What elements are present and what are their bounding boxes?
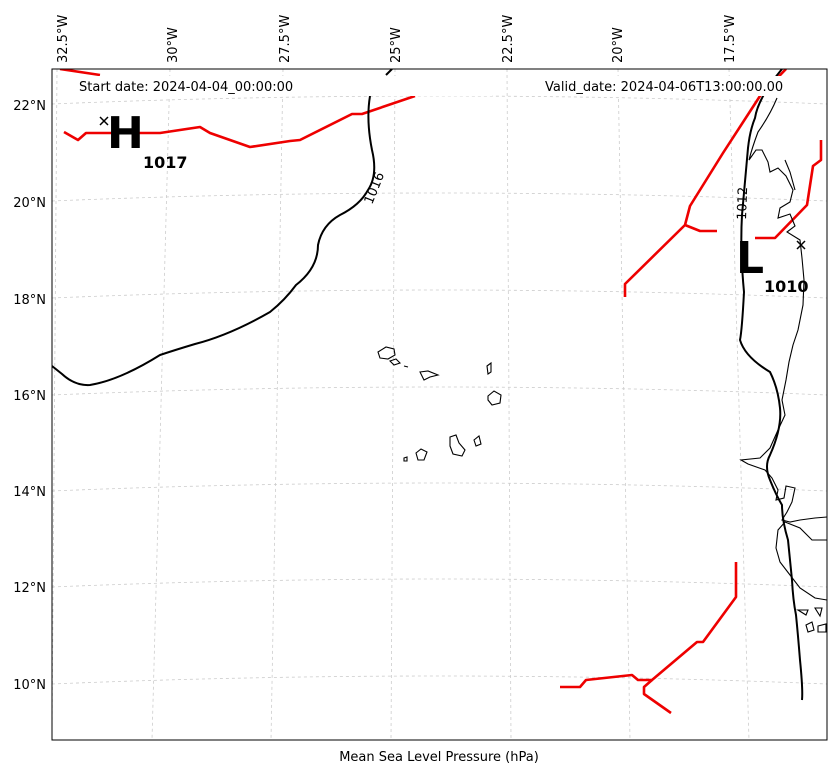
high-letter: H — [107, 108, 144, 159]
low-pressure-center: L 1010 — [736, 233, 809, 296]
island-sao-vicente — [388, 358, 402, 366]
parallel-20n — [52, 192, 827, 202]
meridian-25w — [390, 69, 396, 740]
island-bijagos-2 — [805, 621, 815, 633]
x-axis-label: Mean Sea Level Pressure (hPa) — [339, 750, 539, 765]
latitude-tick-labels: 22°N 20°N 18°N 16°N 14°N 12°N 10°N — [13, 99, 46, 693]
lon-tick-label: 17.5°W — [723, 15, 738, 63]
coast-guinea-bissau — [775, 521, 827, 601]
low-center-cross-icon — [796, 240, 806, 250]
front-northwest — [63, 94, 416, 149]
lon-tick-label: 30°W — [166, 27, 181, 63]
meridian-20w — [617, 69, 631, 740]
parallel-18n — [52, 289, 827, 299]
meridian-30w — [151, 69, 171, 740]
lon-tick-label: 25°W — [389, 27, 404, 63]
island-boa-vista — [487, 390, 502, 406]
parallel-12n — [52, 578, 827, 588]
island-brava — [403, 456, 408, 462]
isobar-label-1012: 1012 — [735, 187, 751, 221]
valid-date-bg — [540, 76, 802, 96]
lat-tick-label: 10°N — [13, 678, 46, 693]
meridian-17-5w — [728, 69, 750, 740]
high-value: 1017 — [143, 153, 188, 172]
lat-tick-label: 20°N — [13, 196, 46, 211]
meridian-27-5w — [270, 69, 284, 740]
start-date-label: Start date: 2024-04-04_00:00:00 — [79, 80, 293, 95]
meridian-32-5w — [52, 69, 58, 740]
start-date-bg — [74, 76, 492, 96]
meridian-22-5w — [506, 69, 512, 740]
lat-tick-label: 18°N — [13, 293, 46, 308]
parallel-10n — [52, 675, 827, 685]
front-east-spur — [684, 223, 717, 233]
isobar-1016-top — [385, 69, 393, 76]
island-maio — [473, 435, 482, 447]
lat-tick-label: 12°N — [13, 581, 46, 596]
island-bijagos-4 — [817, 623, 827, 633]
front-northwest-top — [59, 69, 101, 77]
isobar-1012 — [738, 69, 804, 701]
high-center-cross-icon — [99, 116, 109, 126]
fronts — [59, 69, 823, 715]
lon-tick-label: 27.5°W — [278, 15, 293, 63]
island-bijagos-1 — [796, 609, 809, 616]
low-value: 1010 — [764, 277, 809, 296]
coast-west-africa — [739, 97, 827, 523]
cape-verde-islands — [377, 346, 827, 633]
lat-tick-label: 16°N — [13, 389, 46, 404]
front-east-coast — [755, 140, 823, 240]
island-fogo — [415, 448, 428, 461]
island-sao-nicolau — [419, 370, 440, 381]
island-sal — [486, 361, 492, 375]
front-south-tail — [642, 679, 672, 715]
island-santiago — [449, 434, 466, 457]
lon-tick-label: 20°W — [611, 27, 626, 63]
island-bijagos-3 — [814, 607, 823, 618]
map-area — [52, 69, 827, 740]
graticule — [52, 69, 827, 740]
high-pressure-center: H 1017 — [99, 108, 188, 172]
island-santo-antao — [377, 346, 396, 360]
coast-gulf-inlet — [784, 159, 796, 191]
lon-tick-label: 32.5°W — [56, 15, 71, 63]
lon-tick-label: 22.5°W — [501, 15, 516, 63]
low-letter: L — [736, 233, 764, 284]
longitude-tick-labels: 32.5°W 30°W 27.5°W 25°W 22.5°W 20°W 17.5… — [56, 15, 738, 63]
island-santa-luzia — [403, 365, 409, 368]
lat-tick-label: 14°N — [13, 485, 46, 500]
parallel-14n — [52, 482, 827, 492]
valid-date-label: Valid_date: 2024-04-06T13:00:00.00 — [545, 80, 783, 95]
lat-tick-label: 22°N — [13, 99, 46, 114]
isobar-1016 — [52, 95, 376, 387]
map-frame — [51, 68, 828, 741]
parallel-16n — [52, 386, 827, 396]
coastline — [739, 97, 827, 601]
parallel-22n — [52, 95, 827, 105]
front-south — [560, 562, 738, 689]
